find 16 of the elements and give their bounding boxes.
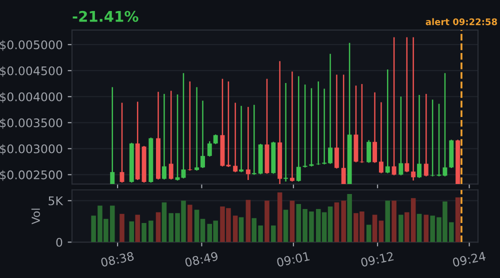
ref-line-label: alert 09:22:58 (426, 18, 497, 26)
y-tick-label: $0.005000 (0, 40, 62, 51)
x-tick-label: 08:38 (100, 252, 134, 268)
x-tick-label: 09:12 (360, 252, 394, 268)
y-tick-label: $0.003500 (0, 118, 62, 129)
x-tick-label: 08:49 (184, 252, 218, 268)
y-tick-label: $0.002500 (0, 170, 62, 181)
x-tick-label: 09:01 (276, 252, 310, 268)
y-tick-label: $0.004500 (0, 66, 62, 77)
chart-title: -21.41% (72, 10, 138, 22)
y-tick-label: 5K (48, 196, 64, 206)
y-tick-label: 0 (56, 238, 62, 247)
y-tick-label: $0.003000 (0, 144, 62, 155)
y-tick-label: $0.004000 (0, 92, 62, 103)
x-tick-label: 09:24 (452, 252, 486, 268)
y-axis-title: Vol (31, 208, 40, 224)
